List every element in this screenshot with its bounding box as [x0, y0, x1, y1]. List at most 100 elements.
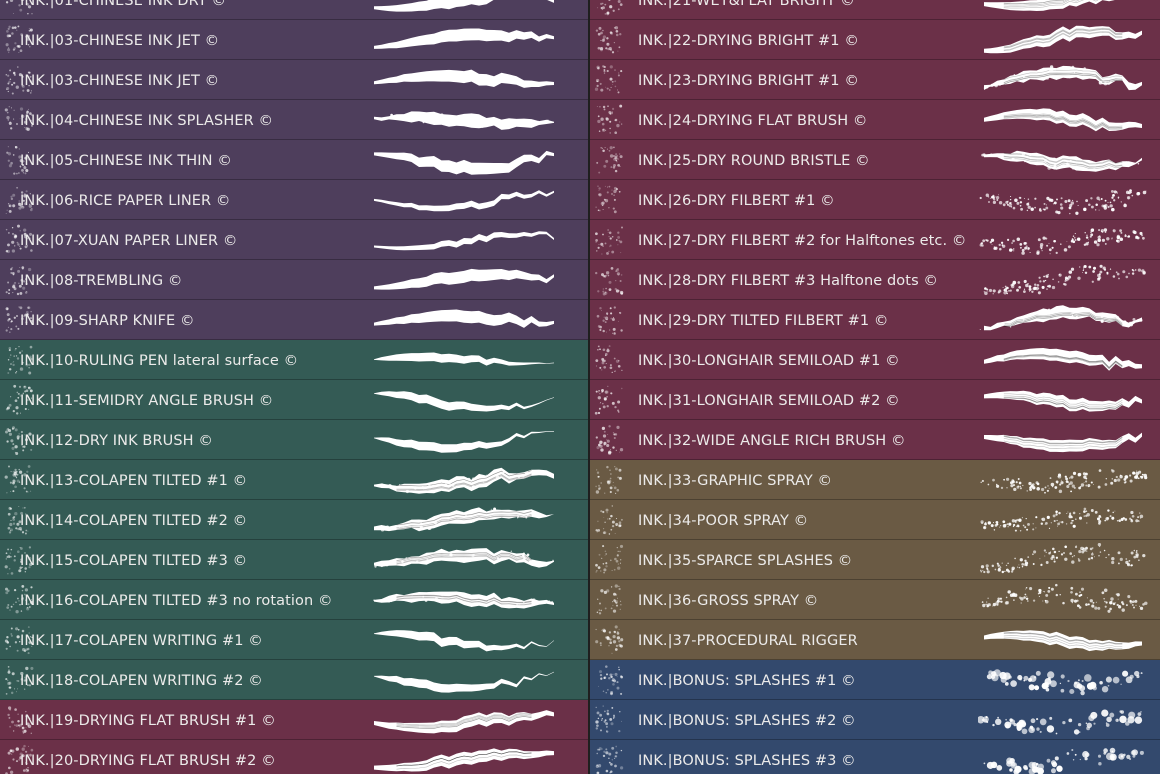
brush-preset-label: INK.|30-LONGHAIR SEMILOAD #1 ©: [638, 353, 900, 369]
brush-preset-label: INK.|05-CHINESE INK THIN ©: [20, 153, 232, 169]
brush-stroke-thin-icon: [368, 183, 560, 217]
brush-stroke-dry-icon: [978, 63, 1160, 97]
brush-list-left[interactable]: INK.|01-CHINESE INK DRY © INK.|03-CHINESE…: [0, 0, 590, 774]
brush-tip-thumbnail-icon: [590, 0, 626, 20]
brush-preset-row[interactable]: INK.|14-COLAPEN TILTED #2 ©: [0, 500, 588, 540]
brush-preset-label: INK.|35-SPARCE SPLASHES ©: [638, 553, 853, 569]
brush-preset-row[interactable]: INK.|35-SPARCE SPLASHES ©: [590, 540, 1160, 580]
brush-preset-label: INK.|10-RULING PEN lateral surface ©: [20, 353, 299, 369]
brush-preset-row[interactable]: INK.|25-DRY ROUND BRISTLE ©: [590, 140, 1160, 180]
brush-tip-thumbnail-icon: [0, 460, 36, 500]
brush-stroke-splatter-icon: [978, 663, 1160, 697]
brush-preset-row[interactable]: INK.|33-GRAPHIC SPRAY ©: [590, 460, 1160, 500]
brush-list: INK.|01-CHINESE INK DRY © INK.|03-CHINESE…: [0, 0, 588, 774]
brush-tip-thumbnail-icon: [590, 580, 626, 620]
brush-preset-row[interactable]: INK.|BONUS: SPLASHES #1 ©: [590, 660, 1160, 700]
brush-stroke-splash-icon: [368, 103, 560, 137]
brush-preset-label: INK.|20-DRYING FLAT BRUSH #2 ©: [20, 753, 276, 769]
brush-preset-row[interactable]: INK.|17-COLAPEN WRITING #1 ©: [0, 620, 588, 660]
brush-preset-label: INK.|33-GRAPHIC SPRAY ©: [638, 473, 833, 489]
brush-list-right[interactable]: INK.|21-WET&FLAT BRIGHT © INK.|22-DRYING …: [590, 0, 1160, 774]
brush-preset-row[interactable]: INK.|08-TREMBLING ©: [0, 260, 588, 300]
brush-preset-row[interactable]: INK.|19-DRYING FLAT BRUSH #1 ©: [0, 700, 588, 740]
brush-stroke-flat-icon: [978, 383, 1160, 417]
brush-preset-row[interactable]: INK.|15-COLAPEN TILTED #3 ©: [0, 540, 588, 580]
brush-tip-thumbnail-icon: [590, 340, 626, 380]
brush-preset-row[interactable]: INK.|16-COLAPEN TILTED #3 no rotation ©: [0, 580, 588, 620]
brush-preset-label: INK.|17-COLAPEN WRITING #1 ©: [20, 633, 263, 649]
brush-tip-thumbnail-icon: [0, 620, 36, 660]
brush-tip-thumbnail-icon: [590, 740, 626, 774]
brush-preset-row[interactable]: INK.|26-DRY FILBERT #1 ©: [590, 180, 1160, 220]
brush-stroke-flat-icon: [978, 103, 1160, 137]
brush-list: INK.|21-WET&FLAT BRIGHT © INK.|22-DRYING …: [590, 0, 1160, 774]
brush-preset-row[interactable]: INK.|04-CHINESE INK SPLASHER ©: [0, 100, 588, 140]
brush-preset-row[interactable]: INK.|24-DRYING FLAT BRUSH ©: [590, 100, 1160, 140]
brush-preset-row[interactable]: INK.|03-CHINESE INK JET ©: [0, 20, 588, 60]
brush-tip-thumbnail-icon: [590, 620, 626, 660]
brush-preset-row[interactable]: INK.|37-PROCEDURAL RIGGER: [590, 620, 1160, 660]
brush-tip-thumbnail-icon: [0, 220, 36, 260]
brush-preset-row[interactable]: INK.|05-CHINESE INK THIN ©: [0, 140, 588, 180]
brush-preset-row[interactable]: INK.|27-DRY FILBERT #2 for Halftones etc…: [590, 220, 1160, 260]
brush-preset-label: INK.|25-DRY ROUND BRISTLE ©: [638, 153, 870, 169]
brush-stroke-dry-icon: [368, 463, 560, 497]
brush-tip-thumbnail-icon: [590, 500, 626, 540]
brush-tip-thumbnail-icon: [0, 740, 36, 774]
brush-tip-thumbnail-icon: [0, 540, 36, 580]
brush-preset-row[interactable]: INK.|07-XUAN PAPER LINER ©: [0, 220, 588, 260]
brush-preset-label: INK.|36-GROSS SPRAY ©: [638, 593, 819, 609]
brush-preset-row[interactable]: INK.|34-POOR SPRAY ©: [590, 500, 1160, 540]
brush-stroke-flat-icon: [978, 423, 1160, 457]
brush-preset-row[interactable]: INK.|23-DRYING BRIGHT #1 ©: [590, 60, 1160, 100]
brush-tip-thumbnail-icon: [0, 340, 36, 380]
brush-preset-label: INK.|29-DRY TILTED FILBERT #1 ©: [638, 313, 889, 329]
brush-stroke-wave-icon: [368, 23, 560, 57]
brush-preset-row[interactable]: INK.|11-SEMIDRY ANGLE BRUSH ©: [0, 380, 588, 420]
brush-preset-row[interactable]: INK.|31-LONGHAIR SEMILOAD #2 ©: [590, 380, 1160, 420]
brush-preset-label: INK.|14-COLAPEN TILTED #2 ©: [20, 513, 248, 529]
brush-preset-row[interactable]: INK.|01-CHINESE INK DRY ©: [0, 0, 588, 20]
brush-preset-row[interactable]: INK.|18-COLAPEN WRITING #2 ©: [0, 660, 588, 700]
brush-stroke-wave-icon: [368, 263, 560, 297]
brush-tip-thumbnail-icon: [590, 300, 626, 340]
brush-preset-row[interactable]: INK.|20-DRYING FLAT BRUSH #2 ©: [0, 740, 588, 774]
brush-preset-row[interactable]: INK.|13-COLAPEN TILTED #1 ©: [0, 460, 588, 500]
brush-tip-thumbnail-icon: [0, 420, 36, 460]
brush-stroke-flat-icon: [978, 343, 1160, 377]
brush-preset-row[interactable]: INK.|10-RULING PEN lateral surface ©: [0, 340, 588, 380]
brush-preset-row[interactable]: INK.|30-LONGHAIR SEMILOAD #1 ©: [590, 340, 1160, 380]
brush-preset-label: INK.|27-DRY FILBERT #2 for Halftones etc…: [638, 233, 967, 249]
brush-stroke-splatter-icon: [978, 743, 1160, 774]
brush-tip-thumbnail-icon: [0, 100, 36, 140]
brush-preset-row[interactable]: INK.|12-DRY INK BRUSH ©: [0, 420, 588, 460]
brush-preset-label: INK.|01-CHINESE INK DRY ©: [20, 0, 227, 9]
brush-preset-row[interactable]: INK.|03-CHINESE INK JET ©: [0, 60, 588, 100]
brush-preset-row[interactable]: INK.|21-WET&FLAT BRIGHT ©: [590, 0, 1160, 20]
brush-preset-row[interactable]: INK.|BONUS: SPLASHES #2 ©: [590, 700, 1160, 740]
brush-tip-thumbnail-icon: [0, 260, 36, 300]
brush-stroke-taper-icon: [368, 623, 560, 657]
brush-tip-thumbnail-icon: [0, 580, 36, 620]
brush-preset-row[interactable]: INK.|32-WIDE ANGLE RICH BRUSH ©: [590, 420, 1160, 460]
brush-tip-thumbnail-icon: [590, 20, 626, 60]
brush-preset-label: INK.|06-RICE PAPER LINER ©: [20, 193, 231, 209]
brush-preset-row[interactable]: INK.|09-SHARP KNIFE ©: [0, 300, 588, 340]
brush-preset-row[interactable]: INK.|22-DRYING BRIGHT #1 ©: [590, 20, 1160, 60]
brush-stroke-spray-icon: [978, 263, 1160, 297]
brush-stroke-dry-icon: [978, 143, 1160, 177]
brush-tip-thumbnail-icon: [0, 180, 36, 220]
brush-preset-label: INK.|21-WET&FLAT BRIGHT ©: [638, 0, 855, 9]
brush-tip-thumbnail-icon: [590, 140, 626, 180]
brush-preset-row[interactable]: INK.|BONUS: SPLASHES #3 ©: [590, 740, 1160, 774]
brush-preset-row[interactable]: INK.|29-DRY TILTED FILBERT #1 ©: [590, 300, 1160, 340]
brush-stroke-thin-icon: [368, 223, 560, 257]
brush-stroke-dry-icon: [368, 503, 560, 537]
brush-stroke-spray-icon: [978, 463, 1160, 497]
brush-preset-label: INK.|24-DRYING FLAT BRUSH ©: [638, 113, 868, 129]
brush-preset-label: INK.|26-DRY FILBERT #1 ©: [638, 193, 835, 209]
brush-preset-label: INK.|08-TREMBLING ©: [20, 273, 183, 289]
brush-preset-row[interactable]: INK.|36-GROSS SPRAY ©: [590, 580, 1160, 620]
brush-preset-row[interactable]: INK.|28-DRY FILBERT #3 Halftone dots ©: [590, 260, 1160, 300]
brush-preset-row[interactable]: INK.|06-RICE PAPER LINER ©: [0, 180, 588, 220]
